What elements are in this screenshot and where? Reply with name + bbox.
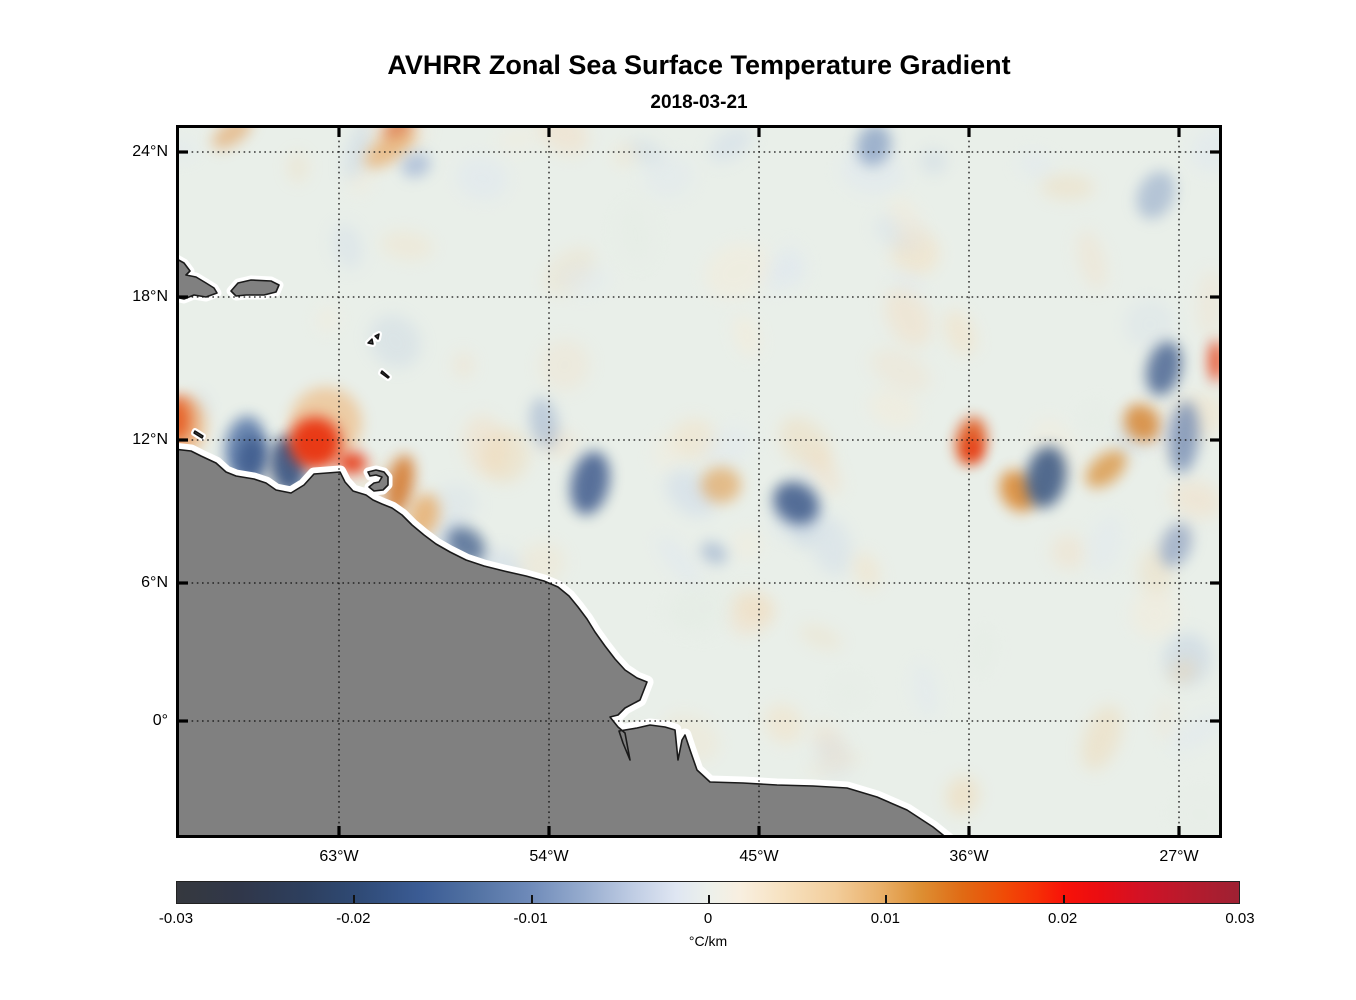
colorbar-unit-label: °C/km — [688, 933, 728, 949]
latitude-tick-label: 18°N — [132, 288, 168, 305]
latitude-tick-label: 0° — [152, 712, 168, 729]
chart-title: AVHRR Zonal Sea Surface Temperature Grad… — [387, 50, 1011, 80]
sst-gradient-feature — [701, 467, 741, 503]
colorbar-tick-mark — [353, 895, 356, 903]
latitude-tick-label: 12°N — [132, 431, 168, 448]
longitude-tick-label: 45°W — [739, 848, 779, 865]
map-plot-area — [176, 125, 1222, 838]
land-hispaniola-island — [176, 257, 218, 300]
colorbar-tick-label: 0.02 — [1048, 910, 1078, 927]
longitude-tick-label: 36°W — [949, 848, 989, 865]
longitude-tick-label: 63°W — [319, 848, 359, 865]
colorbar-tick-mark — [708, 895, 710, 903]
colorbar-tick-label: -0.01 — [513, 910, 548, 927]
latitude-tick-label: 24°N — [132, 143, 168, 160]
map-overlay-svg — [176, 125, 1222, 838]
land-islet — [380, 370, 390, 379]
colorbar-tick-label: 0 — [703, 910, 713, 927]
colorbar-tick-label: -0.02 — [336, 910, 371, 927]
colorbar-tick-mark — [885, 895, 888, 903]
colorbar-tick-label: 0.01 — [870, 910, 900, 927]
sst-gradient-feature — [1209, 340, 1222, 382]
axes-border — [176, 125, 1222, 838]
sst-gradient-feature — [965, 439, 981, 461]
land-trinidad-island — [367, 469, 389, 492]
colorbar-tick-mark — [530, 895, 533, 903]
sst-gradient-field — [176, 125, 1222, 838]
colorbar-tick-label: -0.03 — [158, 910, 194, 927]
latitude-tick-label: 6°N — [141, 574, 168, 591]
land-islet — [367, 338, 374, 345]
land-puerto-rico-island — [230, 279, 280, 297]
longitude-tick-label: 27°W — [1159, 848, 1199, 865]
colorbar — [176, 881, 1240, 904]
longitude-tick-label: 54°W — [529, 848, 569, 865]
land-islet — [374, 333, 380, 340]
chart-date-subtitle: 2018-03-21 — [650, 92, 748, 113]
colorbar-tick-mark — [1062, 895, 1065, 903]
colorbar-tick-label: 0.03 — [1225, 910, 1255, 927]
land-south-america — [176, 448, 949, 838]
land-islet — [193, 430, 204, 439]
